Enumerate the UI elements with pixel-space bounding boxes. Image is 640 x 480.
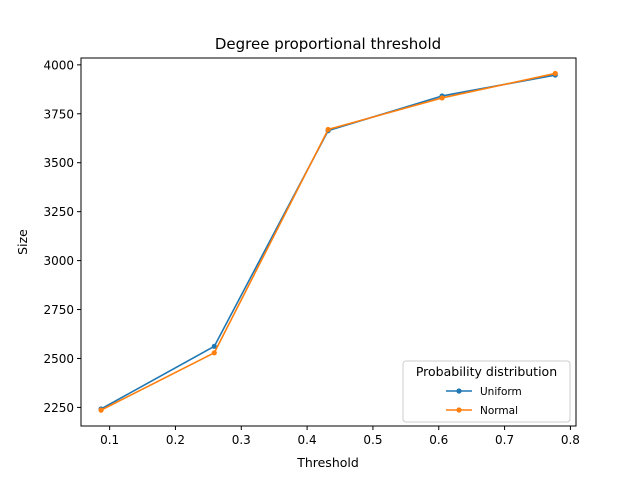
y-tick-label: 3500 <box>43 156 74 170</box>
x-tick-label: 0.8 <box>561 433 580 447</box>
x-tick-label: 0.4 <box>298 433 317 447</box>
x-tick-label: 0.3 <box>232 433 251 447</box>
data-point-normal <box>98 407 104 413</box>
x-tick-label: 0.7 <box>495 433 514 447</box>
legend-items: Uniform Normal <box>446 386 522 417</box>
y-tick-label: 3750 <box>43 107 74 121</box>
series-layer <box>98 70 558 413</box>
y-tick-label: 2500 <box>43 352 74 366</box>
legend: Probability distribution Uniform Normal <box>402 360 571 423</box>
x-tick-label: 0.2 <box>166 433 185 447</box>
y-tick-label: 3000 <box>43 254 74 268</box>
legend-label-normal: Normal <box>480 405 518 417</box>
x-axis-ticks: 0.1 0.2 0.3 0.4 0.5 0.6 0.7 0.8 <box>100 426 580 447</box>
x-tick-label: 0.6 <box>429 433 448 447</box>
data-point-normal <box>211 350 217 356</box>
legend-label-uniform: Uniform <box>480 386 522 398</box>
x-axis-label: Threshold <box>296 455 359 470</box>
y-tick-label: 2750 <box>43 303 74 317</box>
y-tick-label: 2250 <box>43 401 74 415</box>
x-tick-label: 0.1 <box>100 433 119 447</box>
y-tick-label: 3250 <box>43 205 74 219</box>
chart-title: Degree proportional threshold <box>215 35 441 53</box>
legend-box <box>402 360 571 423</box>
y-tick-label: 4000 <box>43 58 74 72</box>
y-axis-ticks: 2250 2500 2750 3000 3250 3500 3750 4000 <box>43 58 81 415</box>
data-point-uniform <box>211 343 217 349</box>
legend-title: Probability distribution <box>416 364 557 379</box>
data-point-normal <box>439 95 445 101</box>
legend-marker-normal <box>456 407 462 413</box>
legend-marker-uniform <box>456 388 462 394</box>
data-point-normal <box>325 126 331 133</box>
y-axis-label: Size <box>15 229 30 255</box>
x-tick-label: 0.5 <box>363 433 382 447</box>
data-point-normal <box>552 70 558 77</box>
plot-frame <box>80 57 577 427</box>
